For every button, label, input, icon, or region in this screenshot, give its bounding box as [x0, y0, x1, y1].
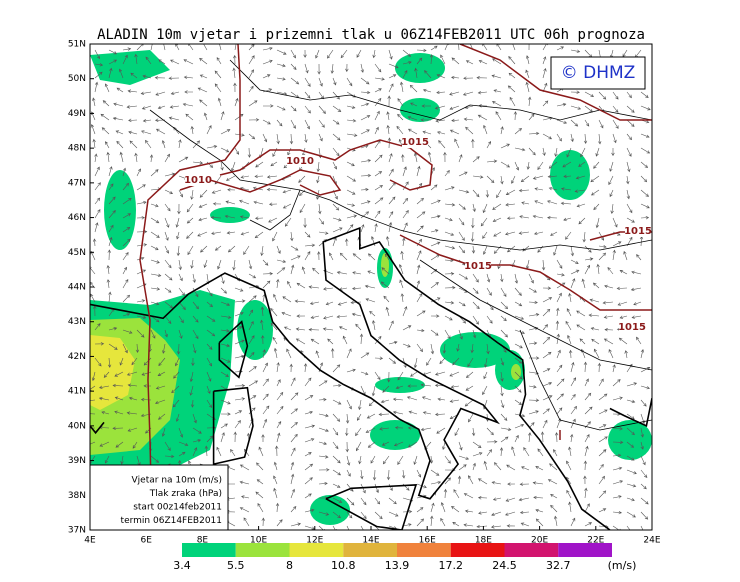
isobar-labels: 1010 1010 1015 1015 1015 1015: [184, 136, 652, 333]
wind-shading-yellow: [90, 335, 135, 410]
lat-label: 51N: [68, 40, 86, 50]
colorbar-unit: (m/s): [608, 559, 637, 572]
copyright-box: [550, 56, 646, 90]
isobar-label: 1010: [184, 175, 212, 186]
lat-label: 44N: [68, 283, 86, 293]
lon-label: 8E: [197, 536, 209, 546]
colorbar-label: 24.5: [492, 559, 517, 572]
info-line: Tlak zraka (hPa): [149, 489, 222, 499]
colorbar-swatch: [504, 543, 559, 557]
coastline: [218, 320, 249, 379]
colorbar-label: 13.9: [385, 559, 410, 572]
colorbar-swatch: [397, 543, 451, 557]
lon-label: 12E: [306, 536, 323, 546]
borders: [149, 59, 652, 431]
isobar-label-bg: [402, 136, 428, 148]
isobar-label: 1015: [618, 322, 646, 333]
lat-label: 46N: [68, 213, 86, 223]
colorbar-swatch: [450, 543, 505, 557]
colorbar-label: 5.5: [227, 559, 245, 572]
colorbar: 3.4 5.5 8 10.8 13.9 17.2 24.5 32.7 (m/s): [173, 543, 636, 572]
colorbar-label: 17.2: [439, 559, 464, 572]
isobar-label-bg: [185, 174, 211, 186]
lat-label: 37N: [68, 526, 86, 536]
lat-label: 42N: [68, 352, 86, 362]
coastline: [609, 397, 652, 428]
lon-label: 22E: [587, 536, 604, 546]
isobar-label-bg: [287, 155, 313, 167]
isobar-label: 1015: [464, 261, 492, 272]
isobar-label: 1015: [624, 226, 652, 237]
lon-label: 4E: [84, 536, 96, 546]
lon-label: 14E: [362, 536, 379, 546]
lat-label: 48N: [68, 144, 86, 154]
colorbar-swatch: [182, 543, 236, 557]
colorbar-label: 8: [286, 559, 293, 572]
isobar-label-bg: [619, 321, 645, 333]
coastlines: [90, 226, 652, 530]
lat-label: 47N: [68, 178, 86, 188]
isobar-label: 1015: [401, 137, 429, 148]
graticule-labels: 51N 50N 49N 48N 47N 46N 45N 44N 43N 42N 41N 40N 39N 3…: [68, 40, 661, 546]
colorbar-swatch: [235, 543, 290, 557]
colorbar-swatch: [558, 543, 612, 557]
lon-label: 20E: [531, 536, 548, 546]
lat-label: 38N: [68, 491, 86, 501]
copyright-text: © DHMZ: [561, 63, 636, 83]
lon-label: 16E: [419, 536, 436, 546]
coastline: [325, 484, 418, 530]
lon-label: 18E: [475, 536, 492, 546]
lat-label: 50N: [68, 74, 86, 84]
coastline: [212, 386, 254, 466]
map-title: ALADIN 10m vjetar i prizemni tlak u 06Z1…: [97, 27, 645, 43]
isobar-label: 1010: [286, 156, 314, 167]
info-line: termin 06Z14FEB2011: [121, 516, 222, 526]
info-box: [89, 464, 229, 531]
colorbar-swatch: [289, 543, 344, 557]
colorbar-label: 32.7: [546, 559, 571, 572]
lat-label: 49N: [68, 109, 86, 119]
lon-label: 10E: [250, 536, 267, 546]
info-line: start 00z14feb2011: [133, 503, 222, 513]
lat-label: 43N: [68, 317, 86, 327]
isobar-label-bg: [465, 260, 491, 272]
isobars: [139, 44, 652, 530]
lon-label: 24E: [643, 536, 660, 546]
lat-label: 39N: [68, 456, 86, 466]
lat-label: 41N: [68, 387, 86, 397]
coastline: [90, 226, 611, 530]
lat-label: 40N: [68, 421, 86, 431]
colorbar-label: 3.4: [173, 559, 191, 572]
isobar-label-bg: [625, 225, 651, 237]
info-lines: Vjetar na 10m (m/s) Tlak zraka (hPa) start…: [121, 476, 222, 527]
lat-label: 45N: [68, 248, 86, 258]
coastline: [90, 421, 105, 435]
map-area: 1010 1010 1015 1015 1015 1015: [90, 44, 652, 530]
lon-label: 6E: [140, 536, 152, 546]
colorbar-label: 10.8: [331, 559, 356, 572]
colorbar-swatch: [343, 543, 397, 557]
info-line: Vjetar na 10m (m/s): [132, 476, 222, 486]
